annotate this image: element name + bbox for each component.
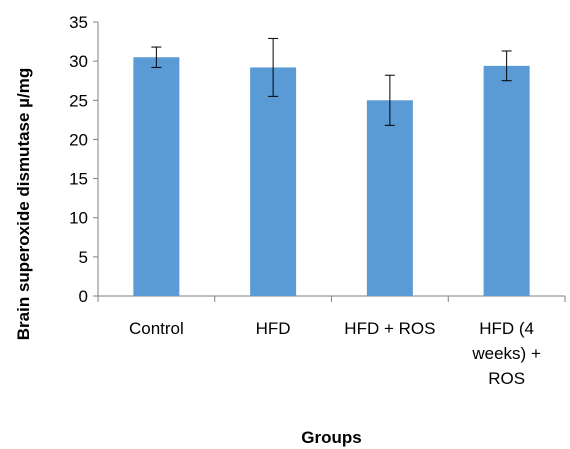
bar [250,67,297,296]
x-tick-label: Control [129,319,184,338]
x-tick-label: ROS [488,369,525,388]
error-bars [151,37,512,126]
x-tick-labels: Control HFD HFD + ROS HFD (4 weeks) + ROS [129,319,541,388]
y-tick-label: 20 [69,130,88,149]
bar [366,100,413,297]
bars [133,57,530,297]
bar [483,65,530,296]
y-tick-label: 35 [69,13,88,32]
x-axis-title: Groups [301,428,361,447]
x-tick-label: HFD (4 [479,319,534,338]
y-tick-labels: 0 5 10 15 20 25 30 35 [69,13,88,306]
y-tick-label: 5 [79,248,88,267]
x-tick-label: HFD + ROS [344,319,435,338]
x-tick-label: weeks) + [471,344,541,363]
y-tick-label: 30 [69,52,88,71]
y-tick-label: 15 [69,170,88,189]
bar [133,57,180,296]
y-axis-title: Brain superoxide dismutase µ/mg [14,68,33,340]
y-tick-label: 0 [79,287,88,306]
x-tick-label: HFD [256,319,291,338]
y-tick-label: 10 [69,209,88,228]
y-tick-label: 25 [69,91,88,110]
